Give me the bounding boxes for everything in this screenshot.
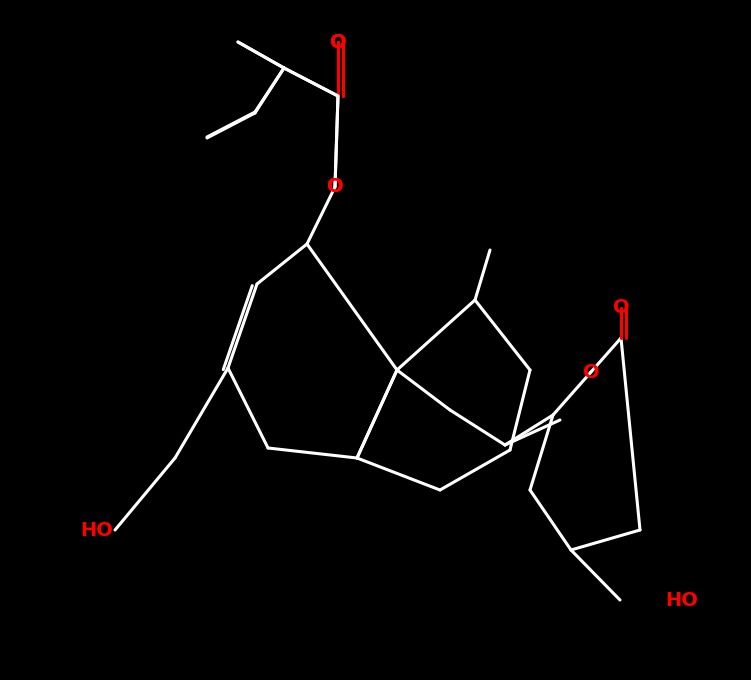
Text: O: O (327, 177, 343, 197)
Text: O: O (330, 33, 346, 52)
Text: O: O (327, 177, 343, 196)
Text: O: O (330, 33, 346, 52)
Text: O: O (583, 362, 599, 381)
Text: HO: HO (665, 590, 698, 609)
Text: HO: HO (80, 520, 113, 539)
Text: O: O (613, 299, 629, 318)
